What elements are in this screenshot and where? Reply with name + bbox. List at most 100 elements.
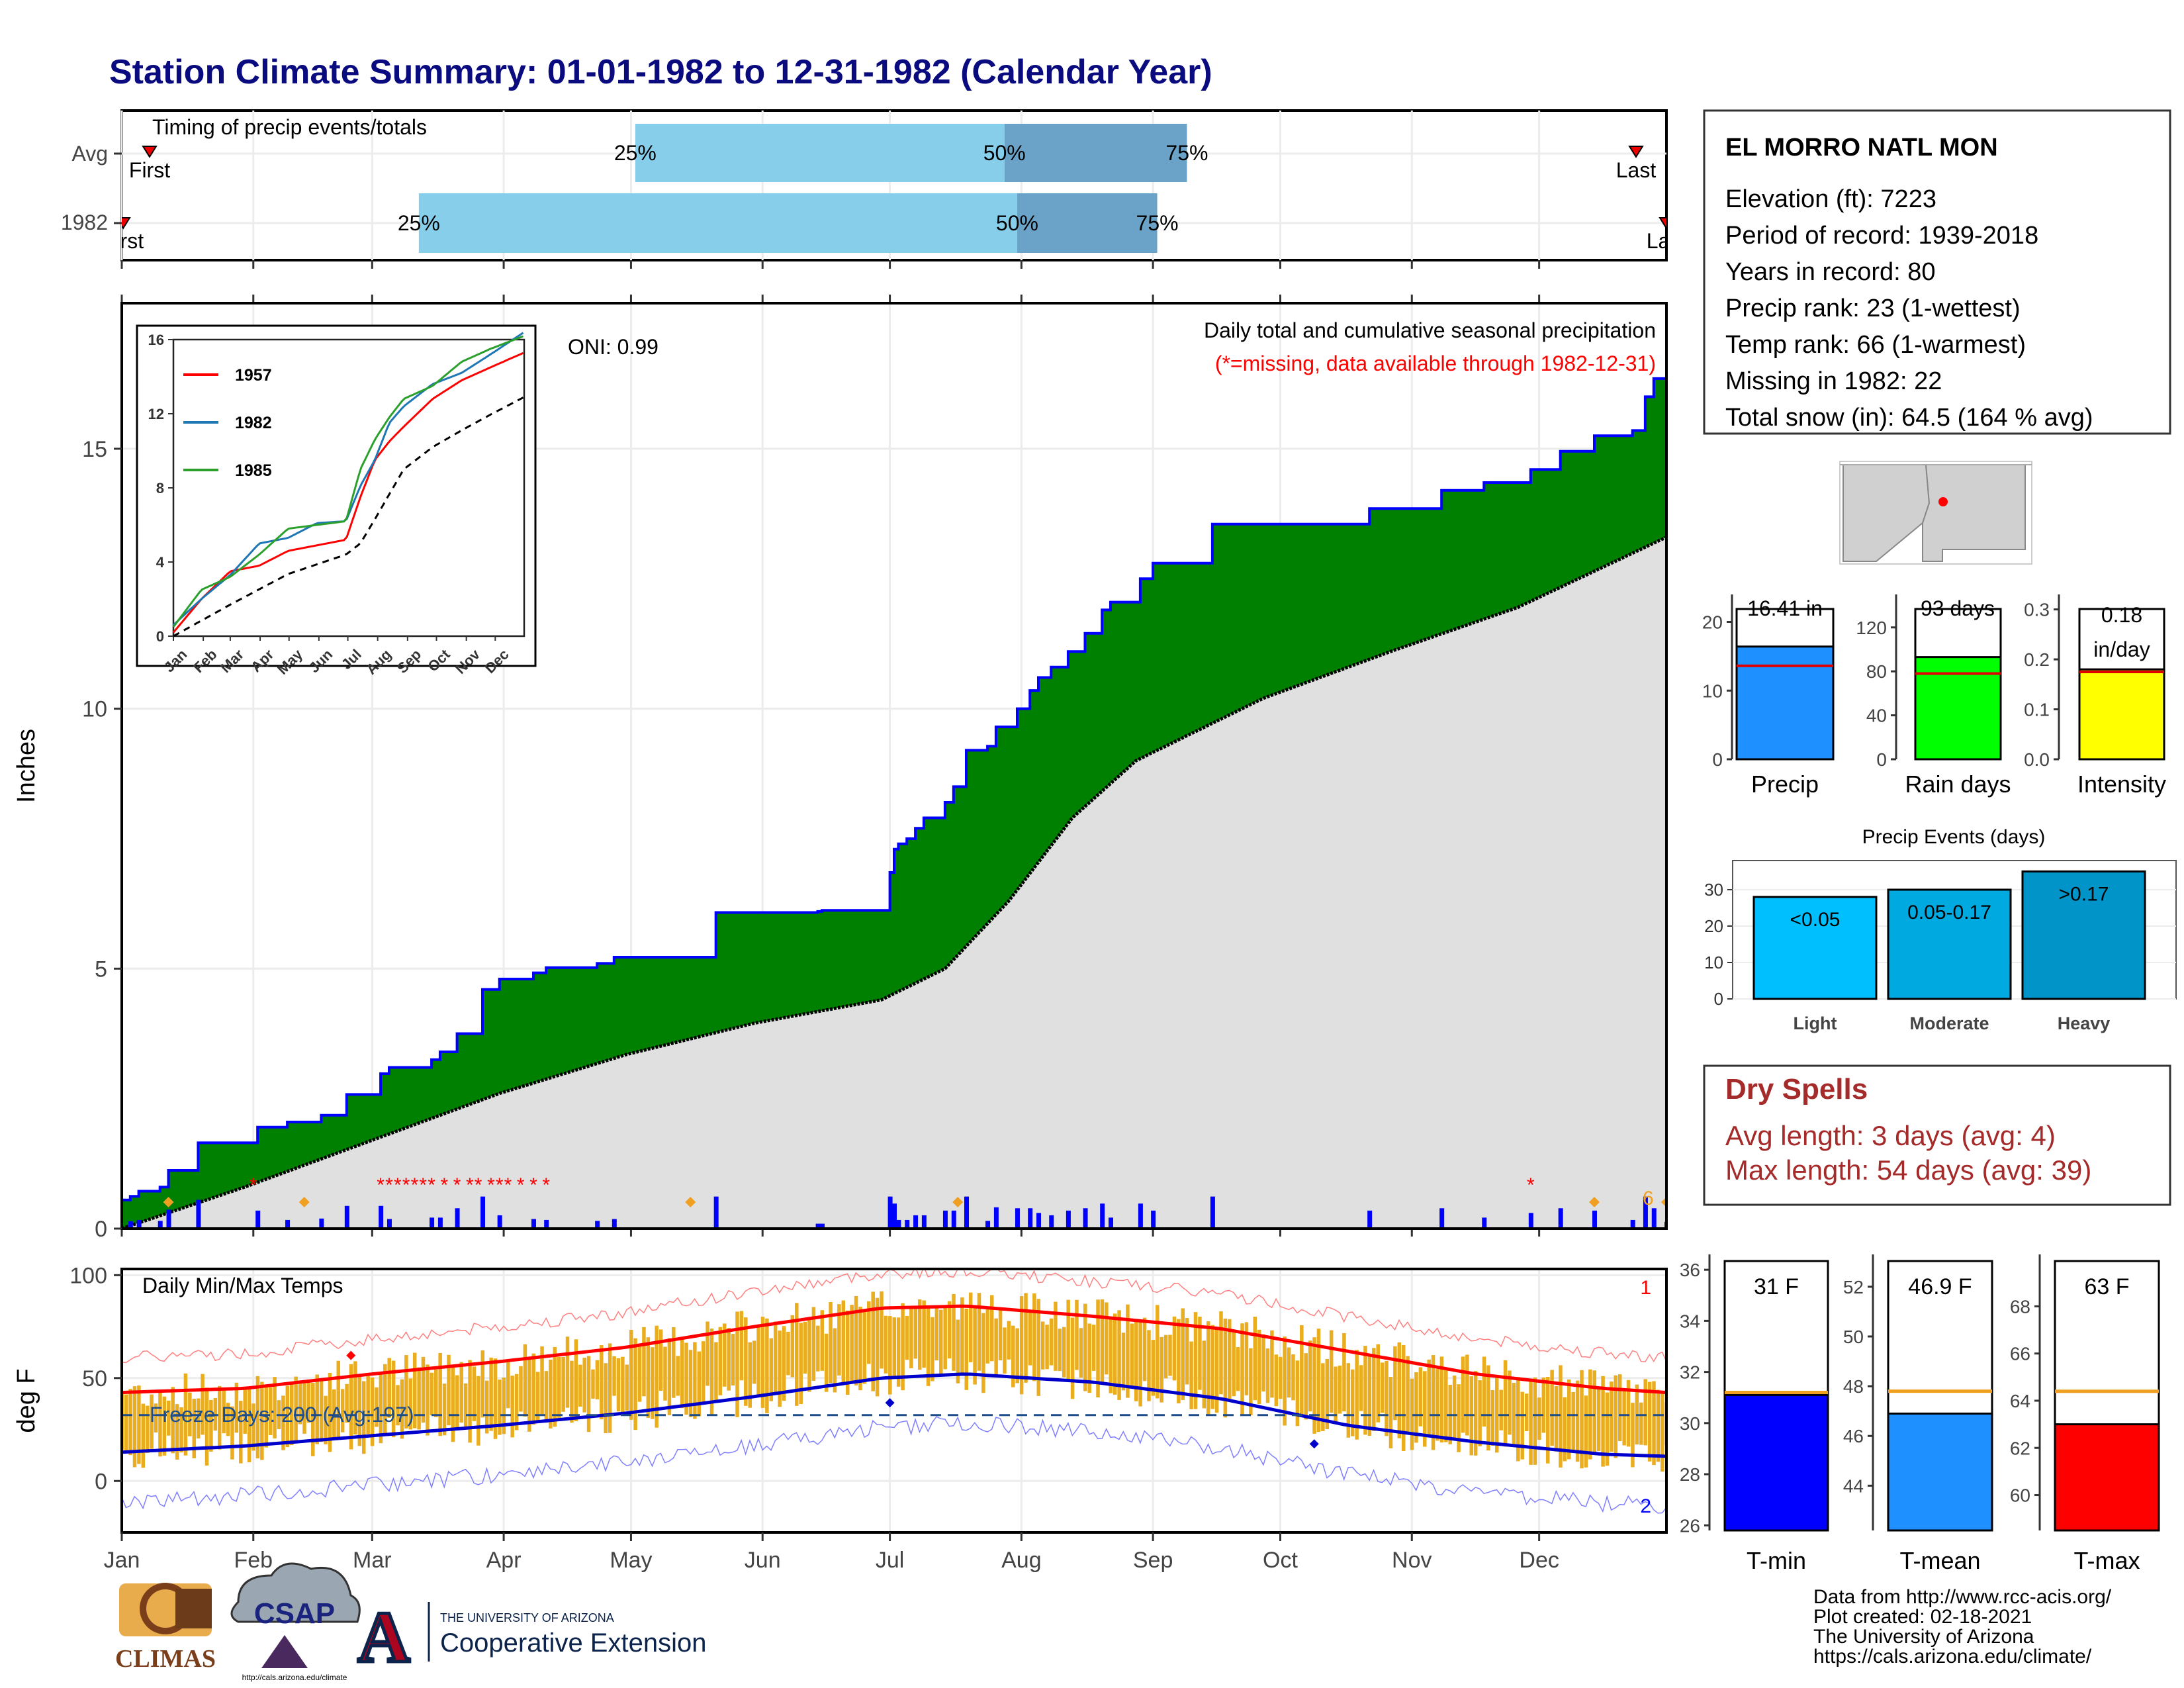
station-line-precip-rank: Precip rank: 23 (1-wettest)	[1725, 295, 2021, 322]
daily-temp-range-bar	[905, 1315, 909, 1360]
daily-precip-bar	[1592, 1210, 1597, 1229]
daily-temp-range-bar	[782, 1326, 786, 1401]
main-y-axis-label: Inches	[13, 729, 40, 803]
daily-precip-bar	[158, 1221, 163, 1229]
daily-temp-range-bar	[1036, 1299, 1041, 1396]
tmin-tick-label: 26	[1680, 1515, 1700, 1536]
climas-logo: CLIMAS	[115, 1583, 216, 1673]
avg-last-label: Last	[1616, 158, 1657, 182]
daily-temp-range-bar	[535, 1372, 540, 1422]
daily-temp-range-bar	[570, 1360, 574, 1423]
missing-marker: *	[453, 1174, 461, 1196]
daily-temp-range-bar	[600, 1345, 604, 1420]
daily-temp-range-bar	[324, 1395, 328, 1444]
daily-temp-range-bar	[981, 1313, 985, 1393]
surplus-area	[122, 375, 1666, 1229]
daily-temp-range-bar	[1228, 1319, 1232, 1399]
daily-temp-range-bar	[243, 1387, 247, 1434]
daily-temp-range-bar	[1401, 1344, 1406, 1451]
daily-temp-range-bar	[557, 1356, 561, 1418]
daily-temp-range-bar	[1610, 1382, 1614, 1452]
daily-temp-range-bar	[183, 1373, 188, 1456]
daily-temp-range-bar	[298, 1383, 302, 1425]
precip-tick-label: 20	[1702, 612, 1723, 633]
daily-temp-range-bar	[1160, 1336, 1163, 1403]
daily-temp-range-bar	[701, 1341, 705, 1403]
precip-tick-label: 10	[1702, 680, 1723, 701]
events-bar-range-light: <0.05	[1790, 909, 1841, 931]
daily-temp-range-bar	[1283, 1336, 1287, 1426]
daily-temp-range-bar	[1172, 1316, 1177, 1381]
record-low-line	[122, 1416, 1666, 1514]
daily-temp-range-bar	[1316, 1329, 1321, 1432]
daily-temp-range-bar	[306, 1379, 311, 1423]
daily-precip-bar	[1109, 1217, 1114, 1229]
daily-temp-range-bar	[565, 1336, 570, 1408]
csap-logo: CSAP http://cals.arizona.edu/climate	[230, 1562, 361, 1682]
daily-temp-range-bar	[1541, 1377, 1546, 1433]
daily-temp-range-bar	[1559, 1365, 1563, 1468]
daily-temp-range-bar	[1622, 1388, 1626, 1446]
daily-temp-range-bar	[477, 1376, 480, 1446]
daily-temp-range-bar	[319, 1380, 324, 1442]
daily-temp-range-bar	[595, 1360, 600, 1399]
daily-temp-range-bar	[909, 1308, 913, 1369]
daily-temp-range-bar	[1295, 1360, 1300, 1427]
daily-temp-range-bar	[1643, 1379, 1647, 1446]
daily-precip-bar	[285, 1219, 291, 1229]
tmax-tick-label: 60	[2010, 1485, 2030, 1506]
daily-temp-range-bar	[188, 1392, 192, 1436]
ua-small-text: THE UNIVERSITY OF ARIZONA	[440, 1611, 614, 1624]
daily-temp-range-bar	[217, 1385, 222, 1450]
missing-marker: *	[377, 1174, 385, 1196]
missing-marker: *	[496, 1174, 504, 1196]
daily-temp-range-bar	[816, 1325, 820, 1372]
daily-temp-range-bar	[1147, 1330, 1151, 1401]
daily-temp-range-bar	[1563, 1397, 1567, 1462]
inset-series-1985	[172, 335, 524, 628]
tmin-label: T-min	[1747, 1547, 1806, 1574]
daily-temp-range-bar	[931, 1317, 934, 1382]
daily-temp-range-bar	[693, 1342, 697, 1419]
daily-precip-bar	[819, 1223, 825, 1229]
daily-temp-range-bar	[1189, 1341, 1193, 1409]
snow-event-marker	[163, 1197, 174, 1207]
daily-temp-range-bar	[514, 1374, 519, 1430]
tmin-tick-label: 36	[1680, 1260, 1700, 1280]
daily-temp-range-bar	[442, 1383, 447, 1436]
daily-temp-range-bar	[370, 1377, 375, 1446]
events-bar-range-moderate: 0.05-0.17	[1907, 902, 1991, 923]
daily-precip-bar	[612, 1219, 617, 1229]
daily-temp-range-bar	[884, 1315, 888, 1374]
daily-temp-range-bar	[260, 1382, 264, 1460]
cumulative-precip-line	[122, 375, 1666, 1201]
inset-legend-label-1957: 1957	[235, 366, 272, 385]
daily-temp-range-bar	[128, 1389, 132, 1456]
daily-temp-range-bar	[680, 1339, 684, 1409]
daily-temp-range-bar	[926, 1306, 931, 1386]
daily-temp-range-bar	[582, 1358, 586, 1413]
daily-temp-range-bar	[705, 1321, 709, 1386]
daily-temp-range-bar	[1058, 1329, 1062, 1372]
ua-big-text: Cooperative Extension	[440, 1628, 706, 1658]
daily-temp-range-bar	[1376, 1344, 1380, 1423]
daily-temp-range-bar	[375, 1387, 379, 1427]
intensity-label: Intensity	[2077, 771, 2166, 798]
tmean-tick-label: 48	[1843, 1376, 1864, 1397]
daily-temp-range-bar	[960, 1297, 964, 1375]
daily-temp-range-bar	[591, 1369, 595, 1399]
daily-precip-bar	[136, 1219, 142, 1229]
inset-series-1957	[172, 352, 524, 633]
timing-row-label-1982: 1982	[61, 211, 108, 234]
daily-precip-bar	[942, 1210, 948, 1229]
daily-temp-range-bar	[549, 1359, 553, 1429]
yr-q25-label: 25%	[398, 211, 440, 235]
daily-temp-range-bar	[349, 1364, 353, 1450]
daily-temp-range-bar	[1287, 1347, 1291, 1398]
daily-precip-bar	[255, 1210, 261, 1229]
daily-temp-range-bar	[1580, 1370, 1584, 1469]
daily-temp-range-bar	[1325, 1358, 1330, 1430]
daily-temp-range-bar	[1435, 1369, 1439, 1441]
yr-first-label: First	[103, 229, 144, 253]
